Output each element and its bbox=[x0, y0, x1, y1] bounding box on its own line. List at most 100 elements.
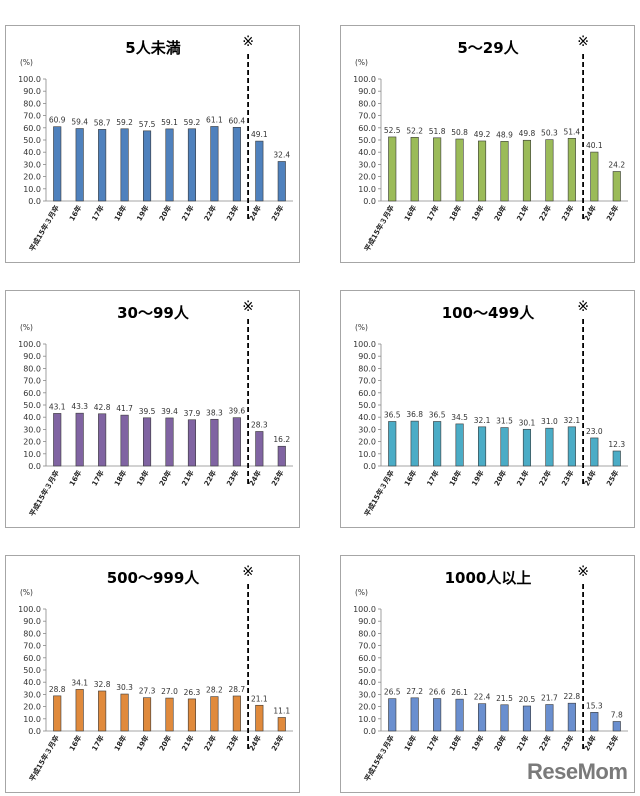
x-tick-label: 18年 bbox=[112, 469, 128, 488]
x-tick-label: 24年 bbox=[247, 469, 263, 488]
y-tick-label: 10.0 bbox=[358, 715, 376, 724]
data-label: 48.9 bbox=[496, 130, 513, 139]
data-label: 21.1 bbox=[251, 694, 268, 703]
x-tick-label: 23年 bbox=[224, 469, 240, 488]
y-tick-label: 100.0 bbox=[353, 340, 376, 349]
y-tick-label: 70.0 bbox=[358, 112, 376, 121]
resemom-logo: ReseMom bbox=[527, 759, 628, 784]
x-tick-label: 20年 bbox=[492, 734, 508, 753]
data-label: 39.4 bbox=[161, 407, 178, 416]
bar bbox=[388, 698, 397, 732]
y-tick-label: 90.0 bbox=[358, 352, 376, 361]
bar bbox=[232, 695, 241, 732]
y-tick-label: 70.0 bbox=[23, 642, 41, 651]
x-tick-label: 17年 bbox=[425, 469, 441, 488]
bar bbox=[612, 450, 621, 467]
x-tick-label: 18年 bbox=[112, 204, 128, 223]
data-label: 32.1 bbox=[564, 416, 581, 425]
bar bbox=[410, 697, 419, 732]
x-tick-label: 23年 bbox=[559, 469, 575, 488]
data-label: 49.2 bbox=[474, 130, 491, 139]
y-tick-label: 0.0 bbox=[28, 727, 41, 736]
bar bbox=[388, 421, 397, 467]
y-tick-label: 0.0 bbox=[363, 727, 376, 736]
bar bbox=[455, 423, 464, 467]
y-tick-label: 50.0 bbox=[358, 401, 376, 410]
bar bbox=[210, 126, 219, 202]
bar bbox=[522, 428, 532, 467]
data-label: 15.3 bbox=[586, 701, 603, 710]
y-tick-label: 30.0 bbox=[358, 425, 376, 434]
data-label: 21.7 bbox=[541, 694, 558, 703]
x-tick-label: 25年 bbox=[269, 734, 285, 753]
data-label: 34.1 bbox=[71, 678, 88, 687]
y-tick-label: 80.0 bbox=[23, 99, 41, 108]
bar bbox=[590, 437, 599, 467]
x-tick-label: 平成15年３月卒 bbox=[362, 469, 396, 518]
data-label: 52.5 bbox=[384, 126, 401, 135]
x-tick-label: 17年 bbox=[90, 204, 106, 223]
data-label: 36.8 bbox=[406, 410, 423, 419]
y-tick-label: 70.0 bbox=[23, 377, 41, 386]
y-tick-label: 80.0 bbox=[358, 629, 376, 638]
x-tick-label: 23年 bbox=[559, 734, 575, 753]
bar bbox=[612, 721, 621, 732]
chart-svg-4: 100～499人 (%) 0.0 10.0 20.0 30.0 40.0 50.0 60.0 70… bbox=[353, 299, 628, 518]
x-tick-label: 22年 bbox=[537, 734, 553, 753]
x-tick-label: 24年 bbox=[582, 734, 598, 753]
y-tick-label: 60.0 bbox=[358, 389, 376, 398]
data-label: 50.3 bbox=[541, 129, 558, 138]
y-tick-label: 40.0 bbox=[358, 148, 376, 157]
data-label: 38.3 bbox=[206, 408, 223, 417]
data-label: 28.2 bbox=[206, 686, 223, 695]
bar bbox=[165, 128, 174, 202]
data-label: 60.4 bbox=[229, 116, 246, 125]
y-tick-label: 90.0 bbox=[23, 617, 41, 626]
y-tick-label: 0.0 bbox=[363, 462, 376, 471]
y-tick-label: 30.0 bbox=[23, 425, 41, 434]
y-tick-label: 10.0 bbox=[23, 185, 41, 194]
note-marker: ※ bbox=[577, 564, 589, 580]
note-marker: ※ bbox=[242, 299, 254, 315]
y-tick-label: 40.0 bbox=[358, 678, 376, 687]
bar bbox=[477, 703, 487, 732]
y-tick-label: 90.0 bbox=[358, 617, 376, 626]
x-tick-label: 17年 bbox=[90, 469, 106, 488]
chart-panel-3: 30～99人 (%) 0.0 10.0 20.0 30.0 40.0 50.0 60.0 70.0… bbox=[5, 290, 300, 528]
x-tick-label: 19年 bbox=[470, 469, 486, 488]
data-label: 51.4 bbox=[564, 127, 581, 136]
x-tick-label: 16年 bbox=[402, 469, 418, 488]
data-label: 49.8 bbox=[519, 129, 536, 138]
note-marker: ※ bbox=[242, 564, 254, 580]
data-label: 50.8 bbox=[451, 128, 468, 137]
x-tick-label: 20年 bbox=[492, 469, 508, 488]
chart-panel-4: 100～499人 (%) 0.0 10.0 20.0 30.0 40.0 50.0 60.0 70… bbox=[340, 290, 635, 528]
y-tick-label: 50.0 bbox=[23, 136, 41, 145]
y-tick-label: 10.0 bbox=[23, 450, 41, 459]
bar bbox=[210, 696, 219, 732]
bar bbox=[165, 417, 174, 467]
data-label: 16.2 bbox=[273, 435, 290, 444]
bar bbox=[232, 417, 241, 467]
x-tick-label: 24年 bbox=[247, 204, 263, 223]
x-tick-label: 16年 bbox=[67, 469, 83, 488]
y-tick-label: 40.0 bbox=[358, 413, 376, 422]
note-marker: ※ bbox=[577, 299, 589, 315]
data-label: 22.8 bbox=[564, 692, 581, 701]
x-tick-label: 16年 bbox=[402, 204, 418, 223]
data-label: 49.1 bbox=[251, 130, 268, 139]
data-label: 52.2 bbox=[406, 126, 423, 135]
data-label: 23.0 bbox=[586, 427, 603, 436]
bar bbox=[567, 702, 576, 732]
bar bbox=[388, 136, 397, 202]
y-tick-label: 50.0 bbox=[23, 401, 41, 410]
data-label: 30.3 bbox=[116, 683, 133, 692]
x-tick-label: 22年 bbox=[537, 469, 553, 488]
x-tick-label: 23年 bbox=[224, 734, 240, 753]
chart-panel-5: 500～999人 (%) 0.0 10.0 20.0 30.0 40.0 50.0 60.0 70… bbox=[5, 555, 300, 793]
y-tick-label: 30.0 bbox=[358, 160, 376, 169]
bar bbox=[75, 689, 84, 732]
y-tick-label: 10.0 bbox=[23, 715, 41, 724]
x-tick-label: 25年 bbox=[604, 734, 620, 753]
y-tick-label: 60.0 bbox=[358, 654, 376, 663]
